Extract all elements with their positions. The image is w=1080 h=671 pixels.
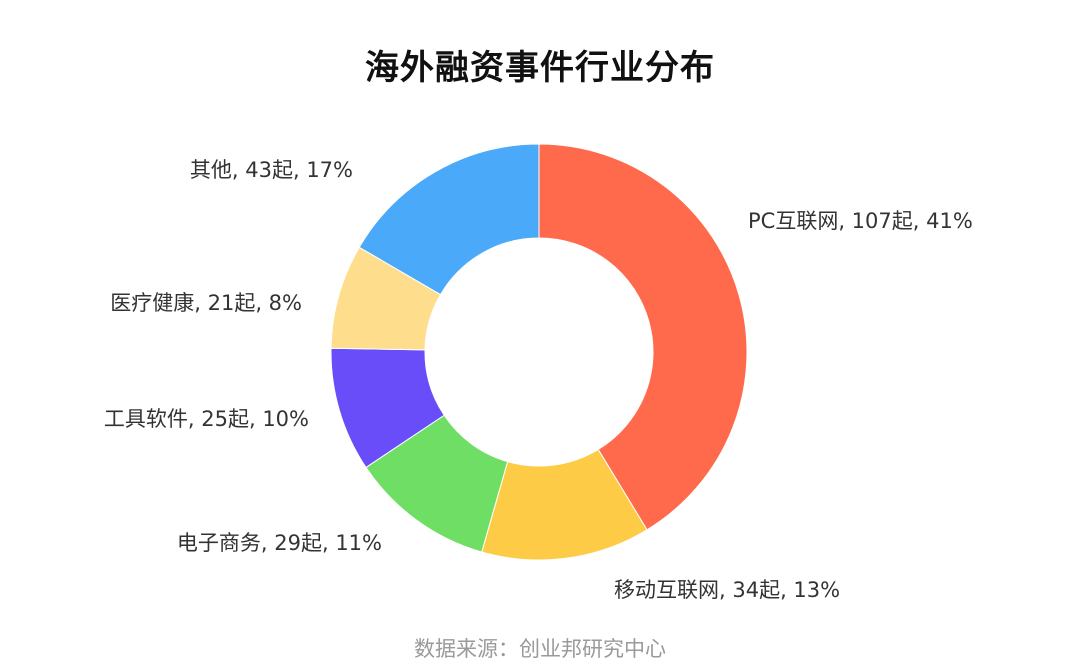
slice-label-3: 电子商务, 29起, 11% <box>177 531 382 555</box>
slice-label-4: 工具软件, 25起, 10% <box>104 407 309 431</box>
slice-label-6: 其他, 43起, 17% <box>190 158 353 182</box>
slices-layer <box>330 143 748 561</box>
donut-slice-6 <box>358 143 540 296</box>
donut-slice-1 <box>538 143 748 531</box>
slice-label-2: 移动互联网, 34起, 13% <box>614 578 840 602</box>
chart-title: 海外融资事件行业分布 <box>365 48 715 88</box>
slice-label-5: 医疗健康, 21起, 8% <box>110 291 302 315</box>
labels-layer: PC互联网, 107起, 41% 移动互联网, 34起, 13% 电子商务, 29起… <box>104 158 973 602</box>
chart-source: 数据来源：创业邦研究中心 <box>414 637 666 661</box>
slice-label-1: PC互联网, 107起, 41% <box>748 209 973 233</box>
